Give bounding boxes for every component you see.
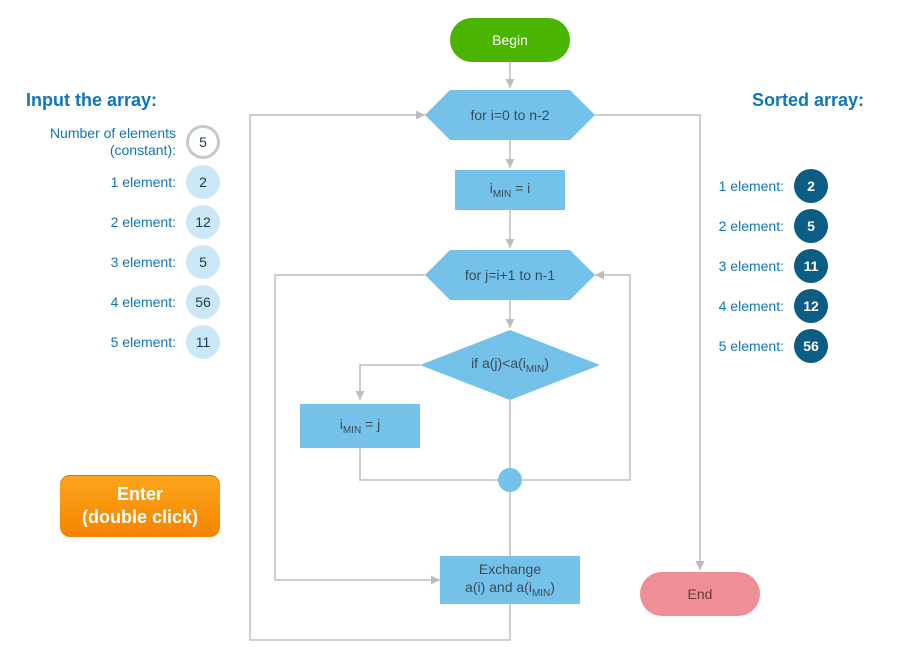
input-value[interactable]: 11	[186, 325, 220, 359]
flow-end-label: End	[688, 586, 713, 602]
output-label: 2 element:	[694, 218, 784, 234]
enter-button-line2: (double click)	[82, 506, 198, 529]
flow-begin: Begin	[450, 18, 570, 62]
input-value[interactable]: 56	[186, 285, 220, 319]
flow-imin-j: iMIN = j	[300, 404, 420, 448]
flow-for-i-label: for i=0 to n-2	[471, 107, 550, 123]
flow-for-j: for j=i+1 to n-1	[425, 250, 595, 300]
sorted-array-title: Sorted array:	[694, 90, 874, 111]
output-label: 5 element:	[694, 338, 784, 354]
output-label: 4 element:	[694, 298, 784, 314]
flow-imin-j-label: iMIN = j	[340, 416, 381, 436]
input-label: 3 element:	[26, 254, 176, 270]
flow-exchange-line1: Exchange	[479, 560, 541, 578]
output-value: 5	[794, 209, 828, 243]
flow-imin-i-label: iMIN = i	[490, 180, 531, 200]
const-value[interactable]: 5	[186, 125, 220, 159]
output-value: 11	[794, 249, 828, 283]
input-label: 5 element:	[26, 334, 176, 350]
enter-button[interactable]: Enter (double click)	[60, 475, 220, 537]
input-label: 4 element:	[26, 294, 176, 310]
output-value: 56	[794, 329, 828, 363]
input-value[interactable]: 12	[186, 205, 220, 239]
flow-if: if a(j)<a(iMIN)	[420, 330, 600, 400]
flow-for-i: for i=0 to n-2	[425, 90, 595, 140]
flow-exchange-line2: a(i) and a(iMIN)	[465, 578, 555, 600]
output-label: 1 element:	[694, 178, 784, 194]
input-array-panel: Input the array: Number of elements (con…	[26, 90, 236, 365]
flow-exchange: Exchange a(i) and a(iMIN)	[440, 556, 580, 604]
flow-if-label: if a(j)<a(iMIN)	[471, 355, 549, 375]
input-label: 2 element:	[26, 214, 176, 230]
flow-for-j-label: for j=i+1 to n-1	[465, 267, 555, 283]
output-value: 2	[794, 169, 828, 203]
output-label: 3 element:	[694, 258, 784, 274]
input-value[interactable]: 5	[186, 245, 220, 279]
flow-end: End	[640, 572, 760, 616]
flow-connector	[498, 468, 522, 492]
output-value: 12	[794, 289, 828, 323]
flow-imin-i: iMIN = i	[455, 170, 565, 210]
sorted-array-panel: Sorted array: 1 element: 2 2 element: 5 …	[694, 90, 874, 369]
const-label: Number of elements (constant):	[26, 125, 176, 159]
input-value[interactable]: 2	[186, 165, 220, 199]
input-label: 1 element:	[26, 174, 176, 190]
enter-button-line1: Enter	[82, 483, 198, 506]
flow-begin-label: Begin	[492, 32, 528, 48]
input-array-title: Input the array:	[26, 90, 236, 111]
